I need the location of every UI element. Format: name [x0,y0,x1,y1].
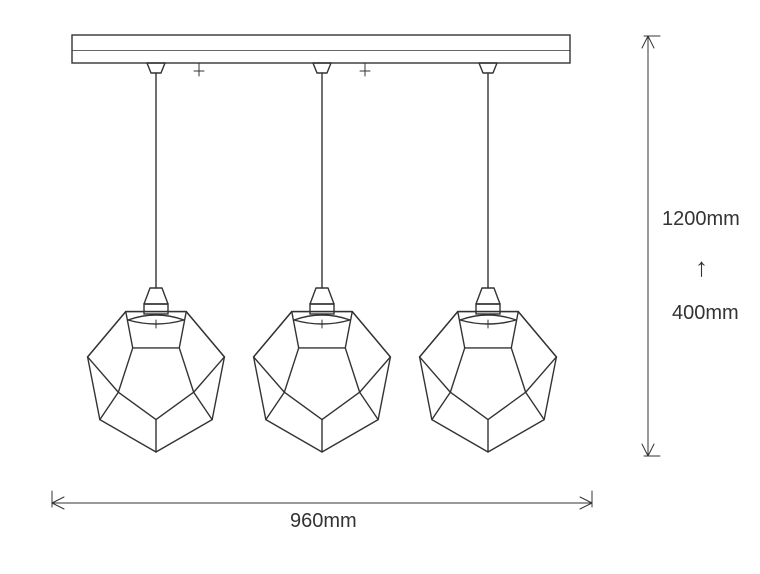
diagram-canvas: 960mm 1200mm 400mm ↑ [0,0,760,574]
fixture-line-drawing [0,0,760,574]
